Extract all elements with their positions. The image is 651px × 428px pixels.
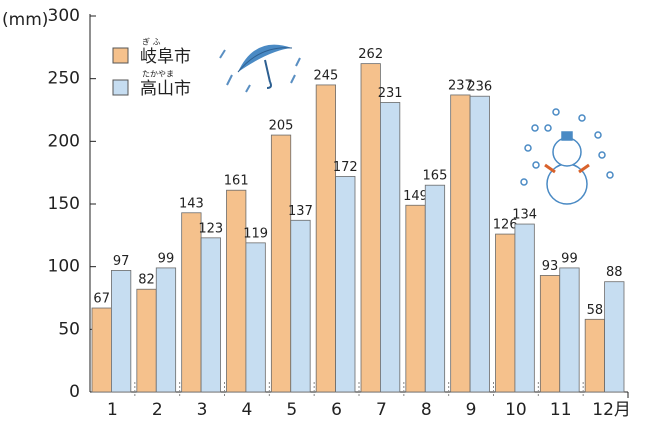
value-label: 137 <box>288 204 313 219</box>
legend-swatch <box>112 47 129 64</box>
bar <box>424 184 446 393</box>
value-label: 126 <box>493 218 518 233</box>
bar <box>584 318 605 393</box>
value-label: 119 <box>243 226 268 241</box>
bar <box>450 94 471 393</box>
value-label: 99 <box>561 251 578 266</box>
x-tick-label: 5 <box>286 400 297 420</box>
y-tick-label: 150 <box>48 194 80 214</box>
bar <box>136 288 157 393</box>
value-label: 237 <box>448 78 473 93</box>
umbrella-icon <box>219 44 301 93</box>
x-tick-label: 3 <box>197 400 208 420</box>
bar <box>539 275 561 393</box>
bar <box>270 134 292 393</box>
x-tick-label: 8 <box>421 400 432 420</box>
y-tick-label: 50 <box>58 319 80 339</box>
bar <box>155 267 177 393</box>
bar <box>315 84 336 393</box>
y-tick-label: 250 <box>48 69 80 89</box>
legend-label: 岐阜市 <box>140 47 191 67</box>
legend-label: 高山市 <box>140 79 191 99</box>
value-label: 67 <box>93 292 110 307</box>
bar <box>405 204 426 393</box>
x-tick-label: 10 <box>505 400 527 420</box>
legend-swatch <box>112 79 129 96</box>
bar <box>226 189 247 393</box>
bar <box>514 223 535 393</box>
bar <box>245 242 266 393</box>
bar <box>604 281 625 393</box>
value-label: 262 <box>358 47 383 62</box>
y-axis-label: (mm) <box>2 10 48 30</box>
value-label: 165 <box>423 169 448 184</box>
y-tick-label: 100 <box>48 257 80 277</box>
x-tick-label: 1 <box>107 400 118 420</box>
value-label: 88 <box>606 265 623 280</box>
value-label: 245 <box>313 68 338 83</box>
bar <box>335 176 356 393</box>
value-label: 58 <box>587 303 604 318</box>
value-label: 97 <box>113 254 130 269</box>
x-tick-label: 9 <box>466 400 477 420</box>
bar <box>380 102 401 393</box>
bar <box>181 212 202 393</box>
x-tick-label: 11 <box>550 400 572 420</box>
value-label: 149 <box>403 189 428 204</box>
bar <box>290 219 311 393</box>
legend-reading: ぎ ふ <box>142 37 161 47</box>
bar <box>91 307 112 393</box>
bar <box>495 233 516 393</box>
value-label: 134 <box>512 208 537 223</box>
value-label: 99 <box>158 251 175 266</box>
snowman-icon <box>520 108 614 205</box>
bar <box>200 237 221 393</box>
value-label: 172 <box>333 160 358 175</box>
value-label: 82 <box>138 273 155 288</box>
value-label: 231 <box>378 86 403 101</box>
value-label: 161 <box>224 174 249 189</box>
y-tick-label: 200 <box>48 131 80 151</box>
y-tick-label: 0 <box>69 382 80 402</box>
bar <box>111 270 132 393</box>
value-label: 93 <box>542 259 559 274</box>
value-label: 143 <box>179 196 204 211</box>
value-label: 205 <box>269 119 294 134</box>
y-tick-label: 300 <box>48 6 80 26</box>
bar <box>360 63 381 393</box>
value-label: 123 <box>198 221 223 236</box>
bar <box>559 267 580 393</box>
value-label: 236 <box>467 80 492 95</box>
x-tick-label: 12月 <box>592 400 631 420</box>
x-tick-label: 7 <box>376 400 387 420</box>
x-tick-label: 6 <box>331 400 342 420</box>
x-tick-label: 4 <box>242 400 253 420</box>
x-tick-label: 2 <box>152 400 163 420</box>
legend-reading: たかやま <box>142 70 174 79</box>
bar <box>469 95 490 393</box>
